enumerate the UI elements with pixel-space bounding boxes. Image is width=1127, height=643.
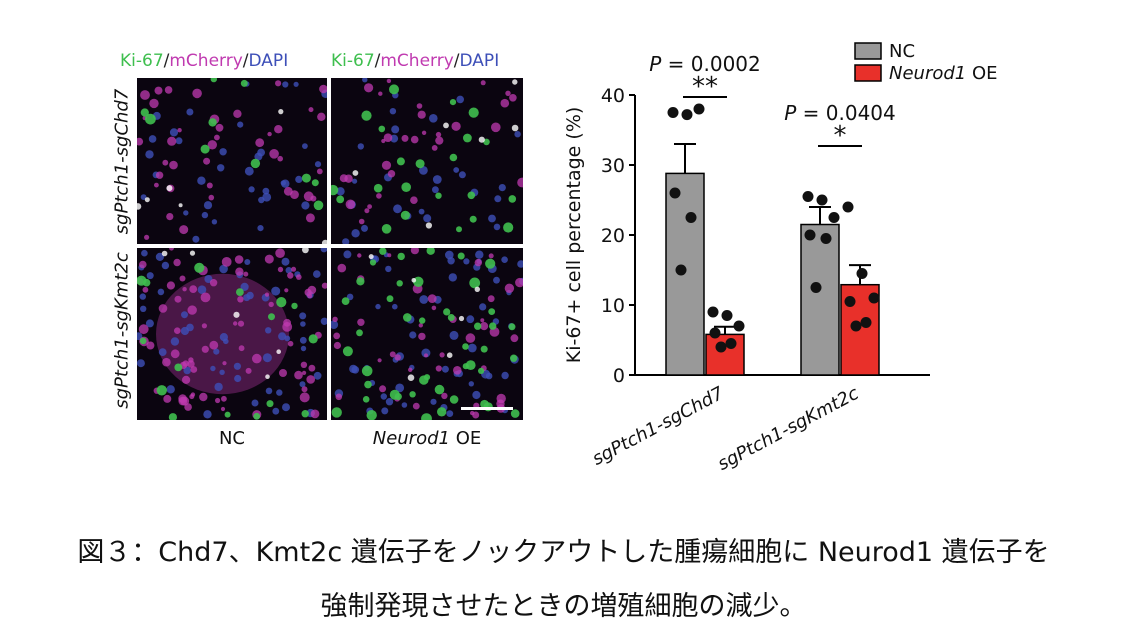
data-point xyxy=(675,264,687,276)
channel-header-left: Ki-67/mCherry/DAPI xyxy=(120,51,289,71)
micrograph-panel-kmt2c-nc xyxy=(137,248,327,420)
ki67-label: Ki-67 xyxy=(120,51,164,71)
data-point xyxy=(721,310,733,321)
p-value-label: P = 0.0404 xyxy=(784,101,896,125)
data-point xyxy=(810,282,822,293)
ki67-label: Ki-67 xyxy=(331,51,375,71)
data-point xyxy=(733,320,745,332)
mcherry-label: mCherry xyxy=(380,51,454,71)
data-point xyxy=(828,212,840,223)
micrograph-panel-chd7-nc xyxy=(137,78,327,244)
data-point xyxy=(802,191,814,202)
legend-label: NC xyxy=(889,41,915,62)
column-label-nc: NC xyxy=(218,428,246,449)
data-point xyxy=(842,201,854,213)
data-point xyxy=(715,341,727,353)
data-point xyxy=(868,292,880,304)
bar xyxy=(665,172,705,376)
legend-label: Neurod1 OE xyxy=(889,63,998,84)
data-point xyxy=(816,194,828,206)
column-label-neurod1: Neurod1 OE xyxy=(372,428,482,449)
data-point xyxy=(850,320,862,332)
dapi-label: DAPI xyxy=(248,51,289,71)
data-point xyxy=(667,107,679,118)
caption-line-2: 強制発現させたときの増殖細胞の減少。 xyxy=(320,591,807,622)
data-point xyxy=(685,212,697,223)
p-value-label: P = 0.0002 xyxy=(649,52,761,76)
data-point xyxy=(709,327,721,339)
micrograph-panel-chd7-neurod1 xyxy=(331,78,523,244)
data-point xyxy=(804,229,816,241)
data-point xyxy=(856,268,868,279)
data-point xyxy=(681,109,693,121)
y-tick-label: 40 xyxy=(601,85,625,107)
data-point xyxy=(669,187,681,199)
row-label-kmt2c: sgPtch1-sgKmt2c xyxy=(111,252,133,409)
significance-stars: ** xyxy=(692,72,718,102)
data-point xyxy=(725,338,737,349)
micrograph-panel-kmt2c-neurod1 xyxy=(331,248,523,420)
y-tick-label: 20 xyxy=(601,225,625,247)
channel-header-right: Ki-67/mCherry/DAPI xyxy=(331,51,500,71)
data-point xyxy=(707,306,719,318)
bar xyxy=(800,223,840,376)
mcherry-label: mCherry xyxy=(169,51,243,71)
y-tick-label: 10 xyxy=(601,295,625,317)
y-tick-label: 0 xyxy=(613,365,625,387)
caption-line-1: 図３：Chd7、Kmt2c 遺伝子をノックアウトした腫瘍細胞に Neurod1 … xyxy=(77,537,1050,568)
scale-bar xyxy=(461,407,513,410)
category-label: sgPtch1-sgKmt2c xyxy=(714,383,862,475)
bar xyxy=(705,333,745,376)
category-label: sgPtch1-sgChd7 xyxy=(589,383,728,470)
data-point xyxy=(820,233,832,244)
data-point xyxy=(860,317,872,328)
legend-swatch xyxy=(854,42,882,60)
data-point xyxy=(844,296,856,307)
dapi-label: DAPI xyxy=(459,51,500,71)
y-tick-label: 30 xyxy=(601,155,625,177)
y-axis-label: Ki-67+ cell percentage (%) xyxy=(563,107,585,364)
data-point xyxy=(693,103,705,115)
legend-swatch xyxy=(854,64,882,82)
significance-stars: * xyxy=(834,121,847,151)
